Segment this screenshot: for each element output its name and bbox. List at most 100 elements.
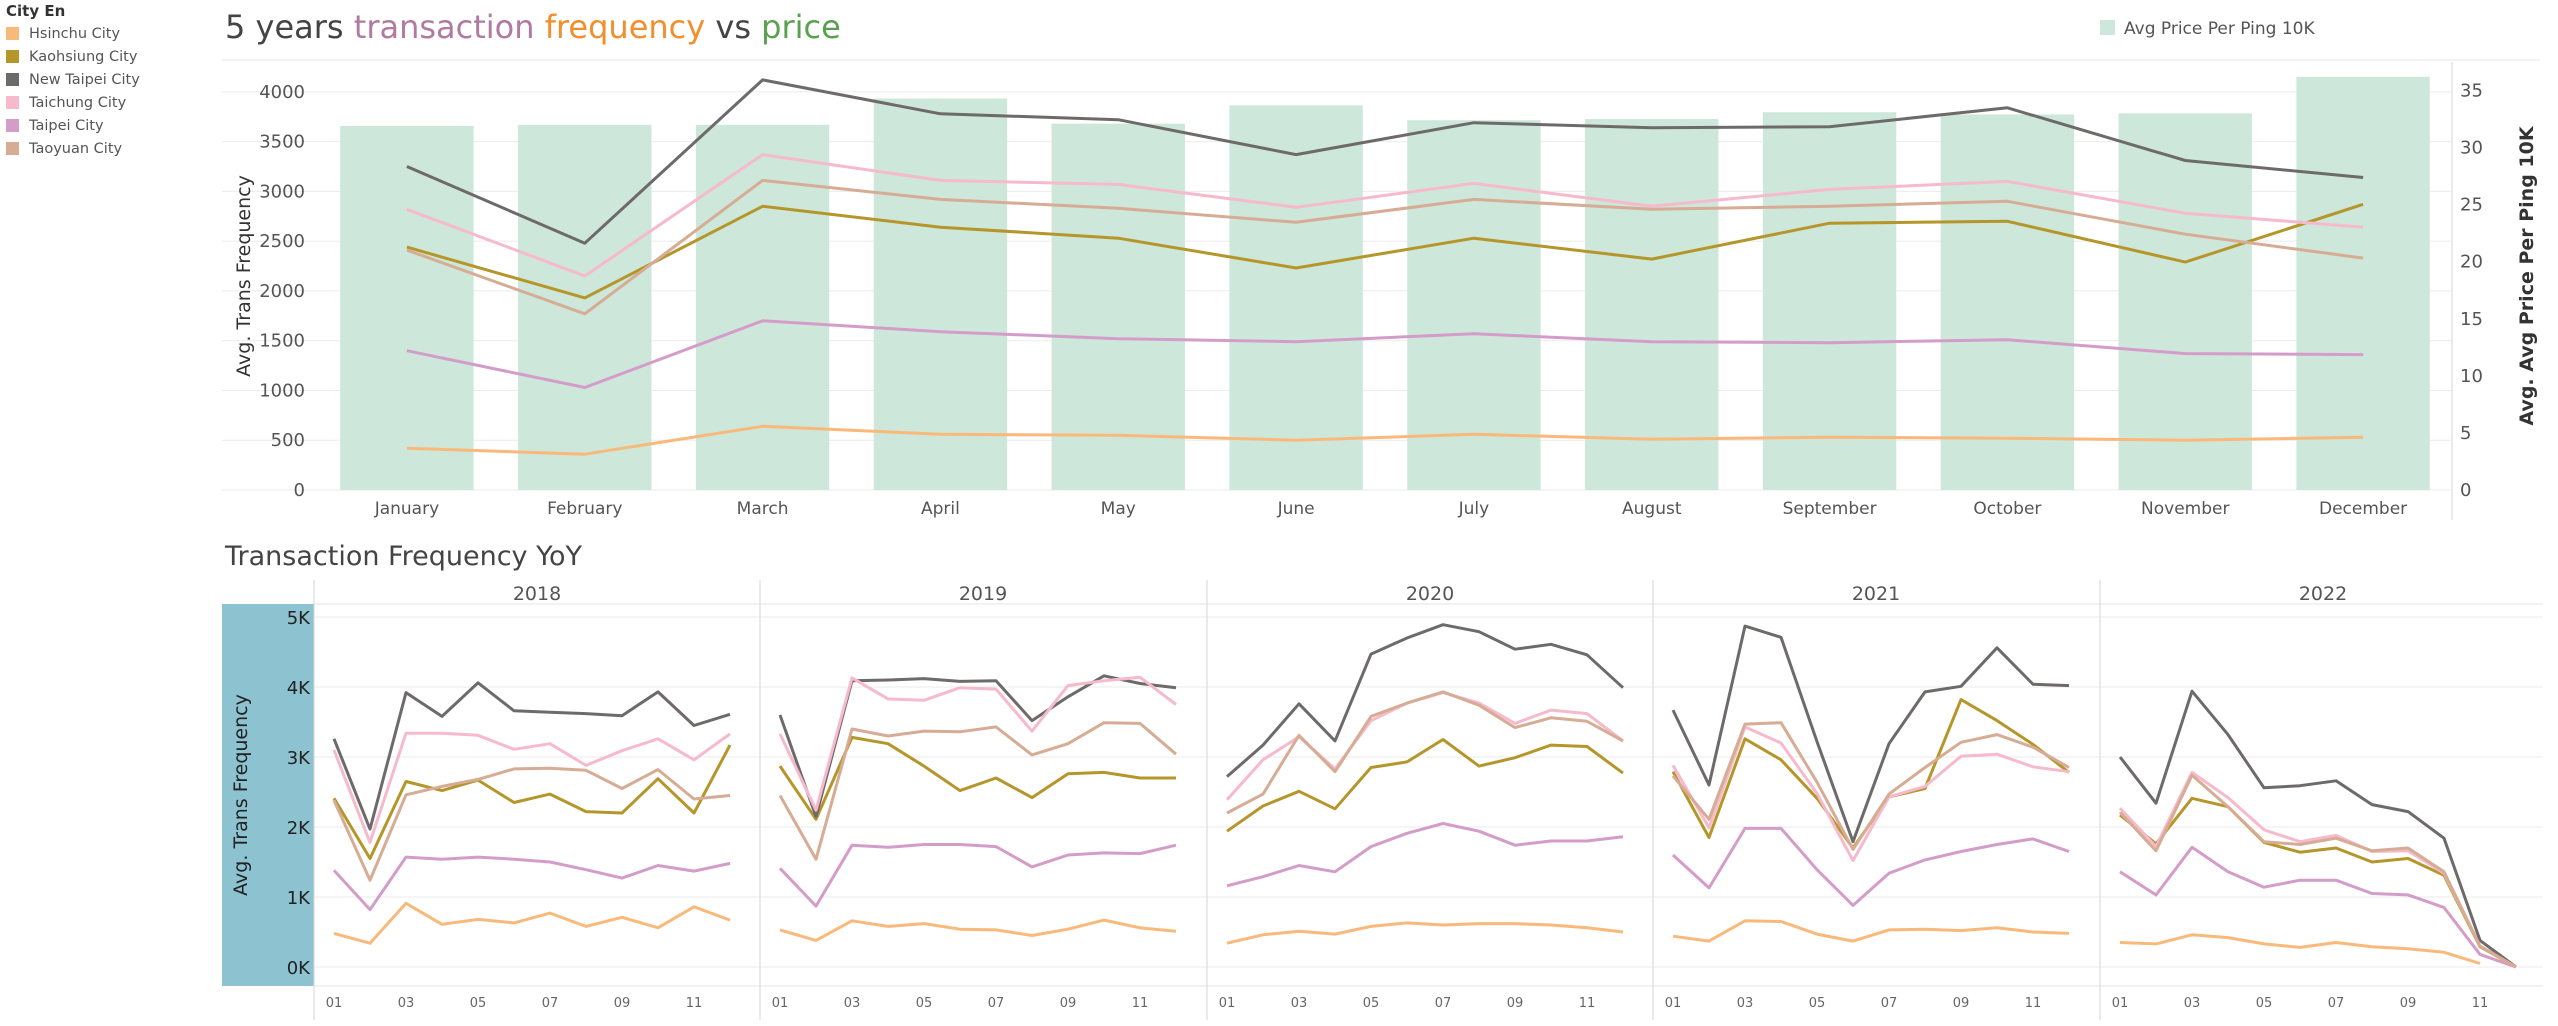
yoy-line-2020-new-taipei-city — [1226, 623, 1625, 778]
panel-x-tick: 03 — [2184, 996, 2201, 1011]
left-tick-label: 4000 — [259, 82, 305, 103]
top-chart-title: 5 years transaction frequency vs price — [225, 8, 841, 46]
panel-x-tick: 07 — [988, 996, 1005, 1011]
title-part: price — [761, 8, 841, 46]
legend-item-taoyuan-city: Taoyuan City — [6, 137, 216, 160]
yoy-line-2022-taoyuan-city — [2118, 773, 2517, 969]
top-line-taoyuan-city — [406, 178, 2364, 316]
legend-item-new-taipei-city: New Taipei City — [6, 68, 216, 91]
yoy-chart-title: Transaction Frequency YoY — [224, 541, 583, 572]
panel-x-tick: 07 — [1435, 996, 1452, 1011]
yoy-tick-label: 0K — [287, 958, 311, 979]
month-label-may: May — [1101, 499, 1136, 519]
panel-x-tick: 11 — [1132, 996, 1149, 1011]
yoy-tick-label: 3K — [287, 748, 311, 769]
yoy-panel-2020: 2020 01 03 05 07 09 11 — [1206, 580, 1625, 1020]
yoy-panel-2019: 2019 01 03 05 07 09 11 — [759, 580, 1177, 1020]
panel-year-label: 2019 — [959, 583, 1007, 605]
title-part: transaction — [354, 8, 535, 46]
right-tick-label: 10 — [2460, 366, 2483, 387]
month-label-march: March — [737, 499, 789, 519]
yoy-line-2019-taipei-city — [778, 843, 1177, 908]
price-bar-april — [873, 98, 1008, 490]
yoy-line-2021-new-taipei-city — [1671, 624, 2070, 844]
top-chart: 5 years transaction frequency vs price Av… — [222, 8, 2540, 520]
month-label-september: September — [1783, 499, 1877, 519]
panel-x-tick: 05 — [1363, 996, 1380, 1011]
yoy-line-2022-kaohsiung-city — [2119, 796, 2517, 969]
yoy-line-2020-kaohsiung-city — [1226, 738, 1624, 833]
panel-x-tick: 11 — [2025, 996, 2042, 1011]
legend-item-kaohsiung-city: Kaohsiung City — [6, 45, 216, 68]
yoy-tick-label: 2K — [287, 818, 311, 839]
panel-x-tick: 03 — [1291, 996, 1308, 1011]
yoy-line-2022-taipei-city — [2119, 845, 2517, 969]
panel-x-tick: 05 — [470, 996, 487, 1011]
title-part: frequency — [545, 8, 706, 46]
color-legend: City En Hsinchu City Kaohsiung City New Ta… — [6, 0, 216, 160]
yoy-line-2020-taipei-city — [1226, 822, 1624, 888]
yoy-line-2018-new-taipei-city — [332, 681, 731, 831]
legend-swatch — [6, 96, 19, 109]
top-line-new-taipei-city — [406, 78, 2364, 245]
panel-x-tick: 05 — [1809, 996, 1826, 1011]
legend-items: Hsinchu City Kaohsiung City New Taipei Cit… — [6, 22, 216, 160]
panel-year-label: 2018 — [513, 583, 561, 605]
month-label-april: April — [921, 499, 960, 519]
legend-item-hsinchu-city: Hsinchu City — [6, 22, 216, 45]
yoy-tick-label: 4K — [287, 678, 311, 699]
yoy-chart: Transaction Frequency YoY Avg. Trans Freq… — [222, 541, 2543, 1020]
yoy-line-2021-taoyuan-city — [1671, 721, 2070, 851]
title-part: vs — [705, 8, 761, 46]
right-tick-label: 20 — [2460, 252, 2483, 273]
price-bar-november — [2118, 113, 2252, 491]
yoy-axis-band — [222, 604, 314, 986]
title-part — [535, 8, 545, 46]
month-label-june: June — [1277, 499, 1315, 519]
bar-legend-swatch — [2100, 20, 2115, 35]
right-tick-label: 35 — [2460, 81, 2483, 102]
panel-x-tick: 09 — [2400, 996, 2417, 1011]
panel-x-tick: 01 — [326, 996, 343, 1011]
panel-year-label: 2021 — [1852, 583, 1900, 605]
panel-x-tick: 11 — [2472, 996, 2489, 1011]
month-label-august: August — [1622, 499, 1682, 519]
right-tick-label: 0 — [2460, 480, 2471, 501]
yoy-line-2018-taichung-city — [332, 731, 731, 844]
yoy-line-2020-hsinchu-city — [1226, 921, 1624, 945]
price-bar-october — [1940, 114, 2075, 490]
left-tick-label: 3500 — [259, 132, 305, 153]
right-axis-title: Avg. Avg Price Per Ping 10K — [2516, 125, 2538, 425]
month-label-october: October — [1973, 499, 2041, 519]
panel-x-tick: 09 — [1060, 996, 1077, 1011]
price-bar-december — [2296, 76, 2430, 490]
yoy-tick-label: 1K — [287, 888, 311, 909]
panel-x-tick: 07 — [2328, 996, 2345, 1011]
panel-x-tick: 09 — [614, 996, 631, 1011]
panel-year-label: 2020 — [1406, 583, 1454, 605]
panel-x-tick: 03 — [398, 996, 415, 1011]
legend-label: Taipei City — [29, 117, 104, 134]
month-label-february: February — [547, 499, 622, 519]
panel-x-tick: 01 — [772, 996, 789, 1011]
price-bar-august — [1585, 119, 1719, 491]
legend-swatch — [6, 50, 19, 63]
legend-title: City En — [6, 2, 66, 20]
month-label-december: December — [2319, 499, 2407, 519]
yoy-line-2018-taipei-city — [332, 855, 731, 912]
legend-label: Hsinchu City — [29, 25, 121, 42]
left-tick-label: 2500 — [259, 231, 305, 252]
price-bar-september — [1762, 112, 1897, 491]
yoy-line-2019-hsinchu-city — [779, 918, 1177, 942]
panel-year-label: 2022 — [2299, 583, 2347, 605]
yoy-line-2020-taoyuan-city — [1226, 690, 1624, 815]
left-tick-label: 2000 — [259, 281, 305, 302]
right-tick-label: 15 — [2460, 309, 2483, 330]
panel-x-tick: 05 — [916, 996, 933, 1011]
legend-swatch — [6, 142, 19, 155]
month-label-july: July — [1458, 499, 1490, 519]
yoy-line-2018-hsinchu-city — [333, 901, 731, 945]
legend-label: Kaohsiung City — [29, 48, 138, 65]
legend-item-taichung-city: Taichung City — [6, 91, 216, 114]
